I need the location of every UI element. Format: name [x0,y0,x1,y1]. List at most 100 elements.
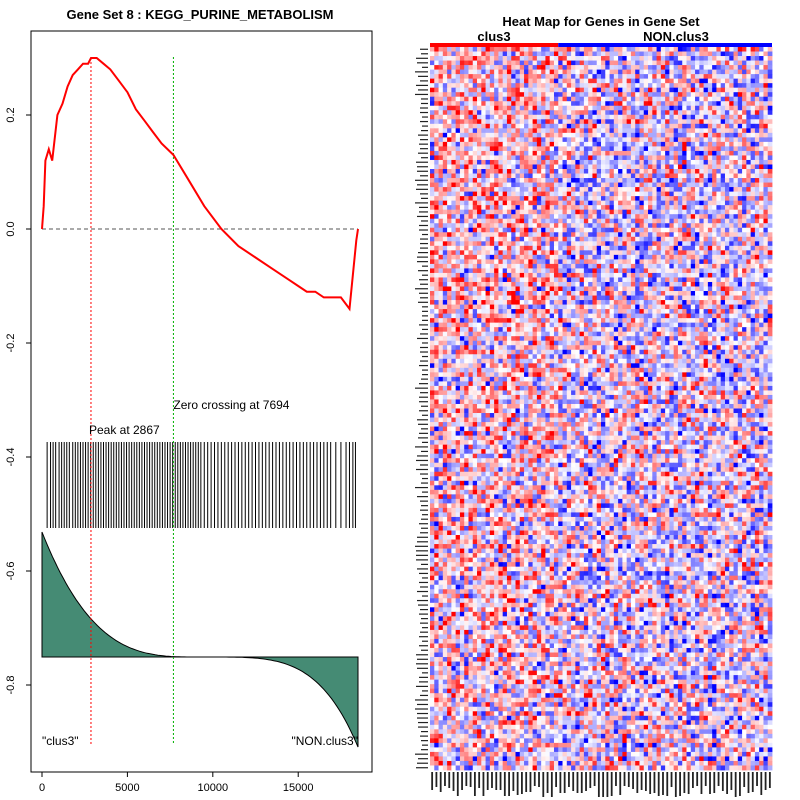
heatmap-cell [532,132,538,138]
heatmap-cell [605,128,610,134]
heatmap-cell [643,286,649,292]
heatmap-cell [532,313,538,319]
heatmap-cell [660,96,666,102]
heatmap-cell [545,56,551,61]
heatmap-cell [695,96,700,102]
heatmap-cell [746,96,752,102]
heatmap-cell [635,101,640,107]
heatmap-cell [588,87,593,93]
heatmap-cell [652,74,657,80]
heatmap-cell [575,245,581,251]
heatmap-cell [677,159,683,165]
heatmap-cell [742,105,747,111]
heatmap-cell [712,159,717,165]
heatmap-cell [515,223,521,229]
heatmap-cell [566,241,572,247]
heatmap-cell [763,245,769,251]
heatmap-cell [566,150,572,156]
heatmap-cell [502,178,508,183]
heatmap-cell [477,227,482,233]
heatmap-cell [545,78,551,84]
heatmap-cell [677,169,683,174]
heatmap-cell [532,83,538,89]
heatmap-cell [498,101,504,107]
heatmap-cell [712,119,717,125]
heatmap-cell [677,196,683,202]
heatmap-cell [459,187,465,192]
heatmap-cell [630,164,636,170]
heatmap-cell [536,223,542,229]
heatmap-cell [438,114,444,120]
heatmap-cell [502,150,508,156]
heatmap-cell [489,259,495,265]
heatmap-cell [434,223,439,229]
heatmap-cell [571,254,576,260]
heatmap-cell [707,300,713,305]
heatmap-cell [682,263,687,269]
heatmap-cell [729,92,734,98]
heatmap-cell [511,178,516,183]
heatmap-cell [549,263,555,269]
heatmap-cell [639,128,645,134]
heatmap-cell [451,214,457,220]
heatmap-cell [673,313,679,319]
heatmap-cell [677,56,683,61]
heatmap-cell [699,218,705,224]
heatmap-cell [767,101,773,107]
heatmap-cell [763,65,769,70]
heatmap-cell [515,227,521,233]
heatmap-cell [639,51,645,57]
heatmap-cell [472,218,478,224]
heatmap-cell [528,132,534,138]
heatmap-cell [677,110,683,116]
heatmap-cell [532,96,538,102]
heatmap-cell [489,277,495,283]
heatmap-cell [472,178,478,183]
heatmap-cell [703,241,709,247]
heatmap-cell [553,196,559,202]
heatmap-cell [648,286,653,292]
heatmap-cell [712,300,717,305]
heatmap-cell [763,259,769,265]
heatmap-cell [498,191,504,197]
heatmap-cell [759,250,764,256]
heatmap-cell [729,277,734,283]
heatmap-cell [558,114,563,120]
heatmap-cell [545,187,551,192]
heatmap-cell [724,119,730,125]
heatmap-cell [609,105,615,111]
heatmap-cell [515,146,521,152]
heatmap-cell [571,263,576,269]
heatmap-cell [724,150,730,156]
heatmap-cell [541,173,546,179]
heatmap-cell [695,286,700,292]
heatmap-cell [472,196,478,202]
heatmap-cell [434,300,439,305]
heatmap-cell [566,191,572,197]
heatmap-cell [464,150,469,156]
heatmap-cell [699,83,705,89]
heatmap-cell [724,304,730,310]
heatmap-cell [459,263,465,269]
heatmap-cell [695,232,700,238]
heatmap-cell [596,263,602,269]
heatmap-cell [729,178,734,183]
heatmap-cell [759,169,764,174]
heatmap-cell [583,74,589,80]
heatmap-cell [451,78,457,84]
heatmap-cell [720,92,726,98]
heatmap-cell [759,218,764,224]
heatmap-cell [677,286,683,292]
heatmap-cell [472,110,478,116]
heatmap-cell [643,218,649,224]
heatmap-cell [489,214,495,220]
heatmap-cell [541,309,546,315]
heatmap-cell [639,281,645,287]
heatmap-cell [442,214,448,220]
heatmap-cell [571,87,576,93]
heatmap-cell [553,123,559,129]
heatmap-cell [673,123,679,129]
heatmap-cell [515,92,521,98]
heatmap-cell [639,227,645,233]
heatmap-cell [605,105,610,111]
